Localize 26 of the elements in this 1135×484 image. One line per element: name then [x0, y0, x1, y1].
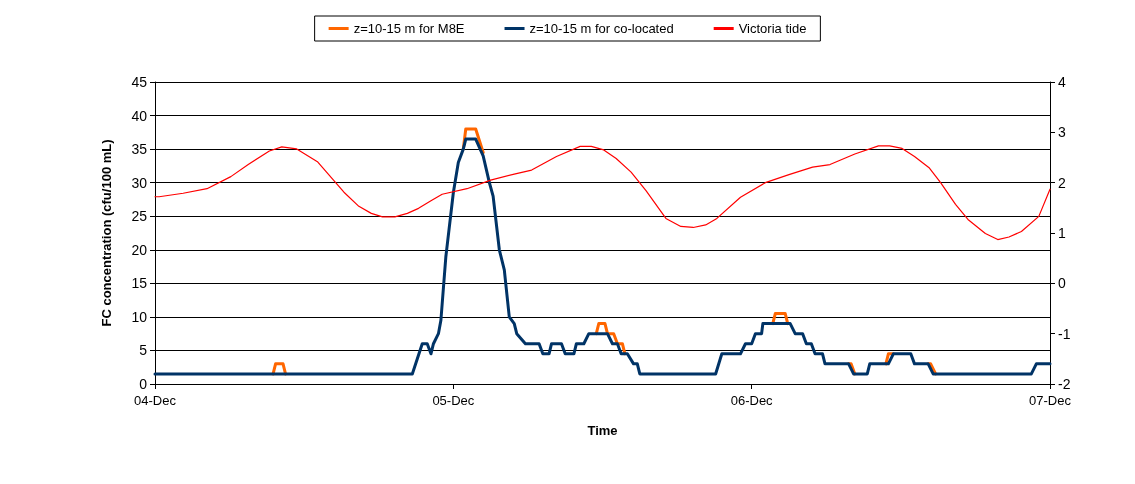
y2-tick-label: 4 — [1058, 74, 1066, 90]
y-tick-label: 15 — [131, 275, 148, 292]
x-tick-label: 05-Dec — [432, 393, 475, 408]
y2-tick-label: 3 — [1058, 124, 1066, 141]
y-tick-label: 0 — [139, 376, 148, 392]
y2-tick-label: 0 — [1058, 275, 1066, 292]
y-tick-label: 35 — [131, 141, 148, 158]
y2-tick-label: 2 — [1058, 174, 1066, 191]
y2-tick-label: 1 — [1058, 225, 1066, 241]
x-axis-title: Time — [587, 423, 618, 438]
y2-tick-label: -2 — [1058, 376, 1071, 392]
y-axis-title: FC concentration (cfu/100 mL) — [99, 139, 114, 327]
y-tick-label: 45 — [131, 74, 148, 90]
x-tick-label: 04-Dec — [134, 393, 177, 408]
y-tick-label: 30 — [131, 174, 148, 191]
y-tick-label: 40 — [131, 107, 148, 124]
legend-label: z=10-15 m for co-located — [529, 21, 674, 36]
y-tick-label: 20 — [131, 241, 148, 258]
y-tick-label: 5 — [139, 342, 148, 359]
x-tick-label: 07-Dec — [1029, 393, 1072, 408]
y-tick-label: 25 — [131, 208, 148, 225]
legend-label: Victoria tide — [738, 21, 807, 36]
y-tick-label: 10 — [131, 308, 148, 325]
y2-tick-label: -1 — [1058, 325, 1071, 342]
x-tick-label: 06-Dec — [730, 393, 774, 408]
legend-label: z=10-15 m for M8E — [353, 21, 465, 36]
